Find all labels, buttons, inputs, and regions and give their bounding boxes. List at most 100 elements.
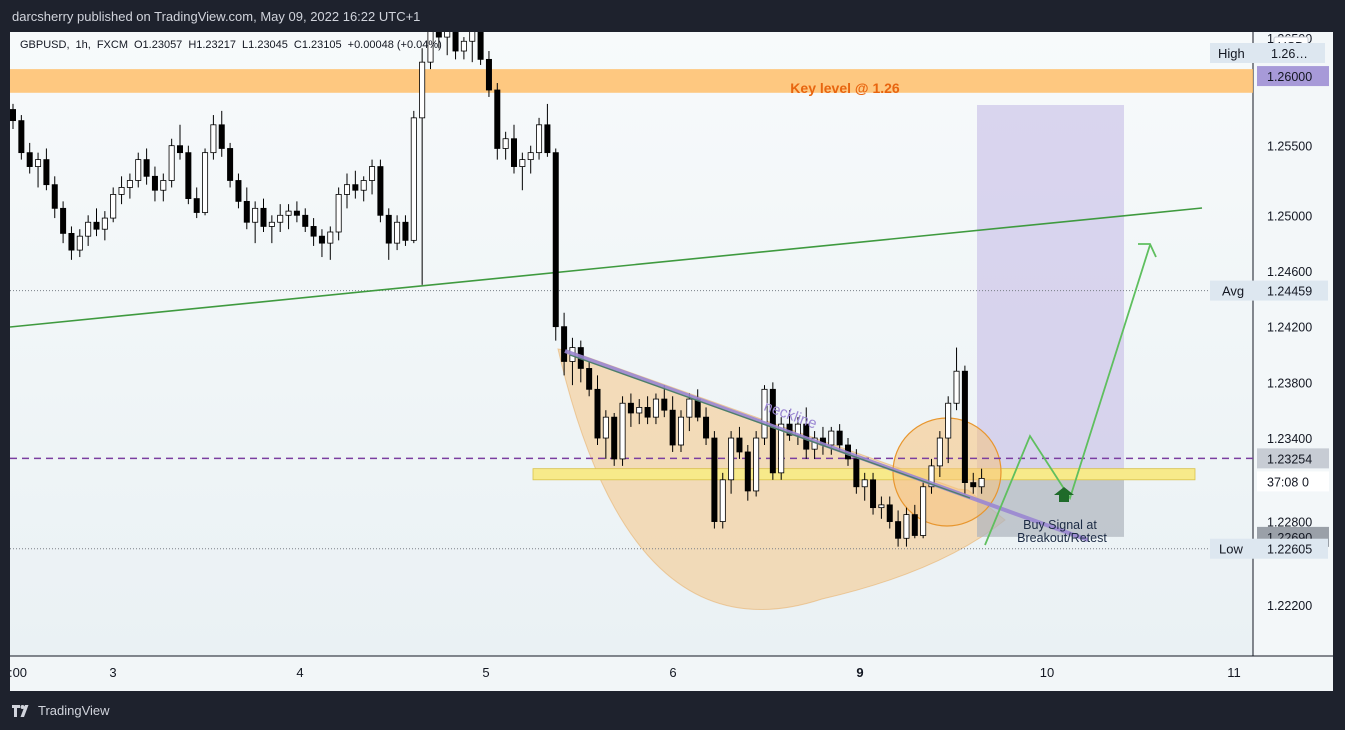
- candle-body: [318, 235, 325, 244]
- candle: [460, 37, 467, 60]
- time-tick-label: 5: [482, 665, 489, 680]
- low-value-box: [1260, 538, 1328, 559]
- candle-body: [193, 198, 200, 213]
- candle: [35, 152, 42, 188]
- candle-body: [176, 145, 183, 154]
- time-tick-label: 10: [1040, 665, 1054, 680]
- candle-body: [970, 482, 977, 488]
- candle-body: [352, 184, 359, 191]
- candle: [76, 229, 83, 258]
- candle: [978, 468, 985, 494]
- candle: [227, 142, 234, 188]
- high-tag-label: High: [1218, 46, 1245, 61]
- candle-body: [945, 402, 952, 439]
- candle: [619, 396, 626, 466]
- candle: [936, 431, 943, 478]
- candle-body: [76, 235, 83, 251]
- price-tick-label: 1.25000: [1267, 209, 1312, 223]
- candle: [586, 361, 593, 397]
- candle: [452, 32, 459, 60]
- candle: [343, 173, 350, 209]
- candle: [277, 204, 284, 233]
- candle: [552, 148, 559, 341]
- candle: [861, 472, 868, 501]
- candle: [18, 115, 25, 160]
- candle: [886, 496, 893, 529]
- candle-body: [627, 402, 634, 414]
- countdown-box: [1257, 471, 1329, 492]
- candle-body: [619, 402, 626, 460]
- candle-body: [93, 221, 100, 230]
- candle-body: [460, 40, 467, 52]
- candle: [953, 347, 960, 411]
- candle-body: [293, 210, 300, 216]
- high-value-box: [1268, 43, 1325, 63]
- candle-body: [703, 416, 710, 439]
- candle: [176, 124, 183, 160]
- candle: [836, 424, 843, 452]
- candle: [627, 393, 634, 427]
- candle-body: [268, 221, 275, 227]
- candle-body: [652, 398, 659, 418]
- buy-signal-label-1: Buy Signal at: [1023, 518, 1097, 532]
- projection-arrowhead: [1138, 243, 1157, 258]
- candle: [644, 396, 651, 425]
- candle-body: [961, 370, 968, 483]
- candle-body: [110, 194, 117, 219]
- candle: [218, 110, 225, 157]
- symbol-open: O1.23057: [133, 39, 183, 51]
- candle-body: [277, 214, 284, 223]
- candle-body: [686, 398, 693, 418]
- candle: [502, 131, 509, 160]
- candle: [961, 365, 968, 494]
- candle-body: [10, 109, 16, 122]
- candle: [510, 124, 517, 174]
- candle-body: [444, 32, 451, 38]
- low-tag-box: [1210, 538, 1260, 559]
- countdown-label: 37:08: [1267, 475, 1298, 489]
- projected-path: [984, 244, 1151, 546]
- candle-body: [285, 210, 292, 216]
- candle: [728, 431, 735, 494]
- candle: [385, 208, 392, 260]
- candle-body: [185, 152, 192, 199]
- candle-body: [360, 180, 367, 191]
- candle: [970, 472, 977, 494]
- candle-body: [435, 32, 442, 38]
- candle: [135, 152, 142, 188]
- candle-body: [753, 437, 760, 492]
- price-tick-label: 1.25500: [1267, 140, 1312, 154]
- candle: [711, 431, 718, 529]
- candle-body: [736, 437, 743, 453]
- candle: [310, 218, 317, 246]
- candle-body: [519, 159, 526, 167]
- chart-frame[interactable]: neckline Buy Signal at Breakout/Retest Key …: [10, 32, 1333, 691]
- candle: [652, 393, 659, 425]
- neckline-overlay: [569, 354, 971, 499]
- candle-body: [953, 370, 960, 404]
- candle: [327, 226, 334, 260]
- candle-body: [227, 148, 234, 181]
- candle-body: [895, 521, 902, 539]
- price-tick-label: 1.22200: [1267, 599, 1312, 613]
- candle-body: [168, 145, 175, 181]
- candle-body: [761, 388, 768, 439]
- candle-body: [611, 416, 618, 460]
- candle-body: [536, 124, 543, 154]
- candle-body: [202, 152, 209, 213]
- candle-body: [394, 221, 401, 244]
- candle-body: [327, 231, 334, 244]
- candle-body: [544, 124, 551, 154]
- tradingview-brand[interactable]: TradingView: [12, 703, 110, 718]
- candle: [202, 148, 209, 216]
- candle-body: [427, 32, 434, 63]
- candle: [494, 83, 501, 160]
- candle-body: [377, 166, 384, 216]
- candle-body: [594, 388, 601, 439]
- avg-value-box: [1260, 280, 1328, 301]
- candle-body: [719, 479, 726, 522]
- candle: [485, 51, 492, 97]
- candle: [928, 458, 935, 494]
- candle-body: [126, 180, 133, 188]
